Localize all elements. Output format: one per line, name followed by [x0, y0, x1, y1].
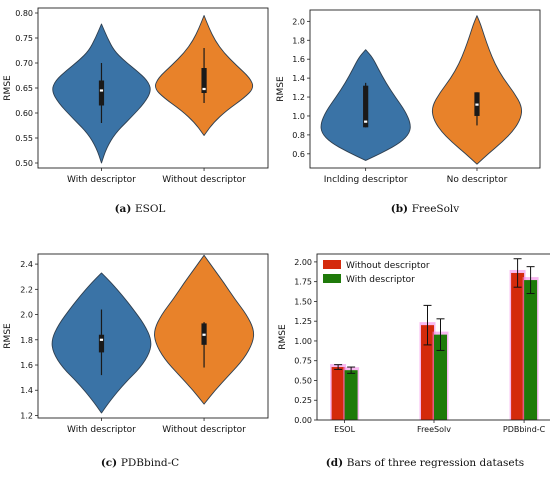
- y-tick-label: 0.55: [15, 134, 33, 143]
- y-tick-label: 1.4: [20, 386, 33, 395]
- y-tick-label: 1.6: [20, 361, 33, 370]
- caption-text: Bars of three regression datasets: [347, 457, 524, 469]
- plot-frame: [37, 253, 269, 419]
- plot-frame: [316, 253, 550, 421]
- bar-without-descriptor: [511, 272, 525, 420]
- y-tick-label: 2.4: [20, 260, 33, 269]
- legend-swatch: [323, 260, 341, 269]
- y-axis-label: RMSE: [276, 76, 286, 102]
- legend-swatch: [323, 274, 341, 283]
- y-tick-label: 0.50: [294, 376, 312, 385]
- x-tick-label: Inclding descriptor: [324, 175, 408, 185]
- panel-esol-violin: 0.50 0.55 0.60 0.65 0.70 0.75 0.80 RMSE With des…: [3, 7, 269, 185]
- x-tick-label: No descriptor: [447, 175, 508, 185]
- legend-label: With descriptor: [346, 275, 415, 285]
- legend-label: Without descriptor: [346, 261, 430, 271]
- panel-regression-bars: 0.00 0.25 0.50 0.75 1.00 1.25 1.50 1.75 2.00 RMSE…: [278, 253, 550, 434]
- violin-median-2: [475, 103, 479, 106]
- y-tick-label: 1.8: [292, 36, 305, 45]
- y-tick-label: 1.2: [20, 411, 33, 420]
- violin-box-1: [98, 80, 105, 106]
- violin-box-2: [201, 68, 207, 93]
- caption-letter: (c): [101, 457, 121, 469]
- y-tick-label: 0.8: [292, 131, 305, 140]
- violin-median-2: [202, 333, 206, 336]
- caption-letter: (b): [391, 203, 412, 215]
- y-axis-label: RMSE: [3, 75, 13, 101]
- y-axis-label: RMSE: [278, 324, 288, 350]
- y-tick-label: 1.50: [294, 297, 312, 306]
- legend: Without descriptor With descriptor: [323, 260, 430, 285]
- x-tick-label: FreeSolv: [417, 425, 451, 434]
- y-tick-label: 0.6: [292, 150, 305, 159]
- y-tick-label: 1.00: [294, 337, 312, 346]
- x-tick-label: With descriptor: [67, 175, 136, 185]
- caption-text: FreeSolv: [412, 203, 460, 215]
- y-tick-label: 2.0: [20, 311, 33, 320]
- y-tick-label: 2.0: [292, 17, 305, 26]
- y-tick-label: 0.70: [15, 59, 33, 68]
- captions: (a) ESOL (b) FreeSolv (c) PDBbind-C (d) Bar…: [101, 203, 524, 469]
- caption-letter: (d): [326, 457, 347, 469]
- violin-box-1: [98, 334, 105, 353]
- x-tick-label: Without descriptor: [162, 175, 246, 185]
- y-tick-label: 1.2: [292, 93, 305, 102]
- caption-text: ESOL: [135, 203, 165, 215]
- caption-c: (c) PDBbind-C: [101, 457, 179, 469]
- bar-with-descriptor: [434, 334, 447, 420]
- violin-median-1: [99, 338, 104, 341]
- y-tick-label: 0.80: [15, 9, 33, 18]
- caption-letter: (a): [115, 203, 135, 215]
- y-tick-label: 1.75: [294, 278, 312, 287]
- bar-with-descriptor: [524, 280, 538, 420]
- y-tick-label: 0.50: [15, 159, 33, 168]
- y-tick-label: 1.8: [20, 336, 33, 345]
- violin-median-1: [99, 89, 104, 92]
- y-tick-label: 1.4: [292, 74, 305, 83]
- y-tick-label: 0.75: [294, 357, 312, 366]
- bar-without-descriptor: [331, 367, 345, 420]
- violin-body-2: [431, 15, 523, 165]
- y-tick-label: 1.25: [294, 317, 312, 326]
- y-tick-label: 1.0: [292, 112, 305, 121]
- y-tick-label: 0.25: [294, 396, 312, 405]
- y-tick-label: 0.65: [15, 84, 33, 93]
- bar-with-descriptor: [344, 370, 358, 420]
- caption-a: (a) ESOL: [115, 203, 166, 215]
- y-tick-label: 2.2: [20, 285, 33, 294]
- x-tick-label: With descriptor: [67, 425, 136, 435]
- y-tick-label: 0.00: [294, 416, 312, 425]
- violin-median-2: [202, 87, 206, 91]
- caption-text: PDBbind-C: [121, 457, 179, 469]
- y-tick-label: 1.6: [292, 55, 305, 64]
- plot-frame: [309, 9, 541, 169]
- caption-d: (d) Bars of three regression datasets: [326, 457, 524, 469]
- panel-pdbbind-violin: 1.2 1.4 1.6 1.8 2.0 2.2 2.4 RMSE With descriptor…: [3, 253, 269, 435]
- bar-without-descriptor: [421, 325, 434, 420]
- y-axis-label: RMSE: [3, 323, 13, 349]
- caption-b: (b) FreeSolv: [391, 203, 460, 215]
- y-tick-label: 0.60: [15, 109, 33, 118]
- y-tick-label: 2.00: [294, 258, 312, 267]
- violin-box-1: [363, 85, 369, 128]
- violin-median-1: [364, 120, 368, 123]
- x-tick-label: PDBbind-C: [503, 425, 546, 434]
- panel-freesolv-violin: 0.6 0.8 1.0 1.2 1.4 1.6 1.8 2.0 RMSE Inclding des…: [276, 9, 541, 185]
- y-tick-label: 0.75: [15, 34, 33, 43]
- x-tick-label: Without descriptor: [162, 425, 246, 435]
- x-tick-label: ESOL: [334, 425, 355, 434]
- plot-frame: [37, 7, 269, 169]
